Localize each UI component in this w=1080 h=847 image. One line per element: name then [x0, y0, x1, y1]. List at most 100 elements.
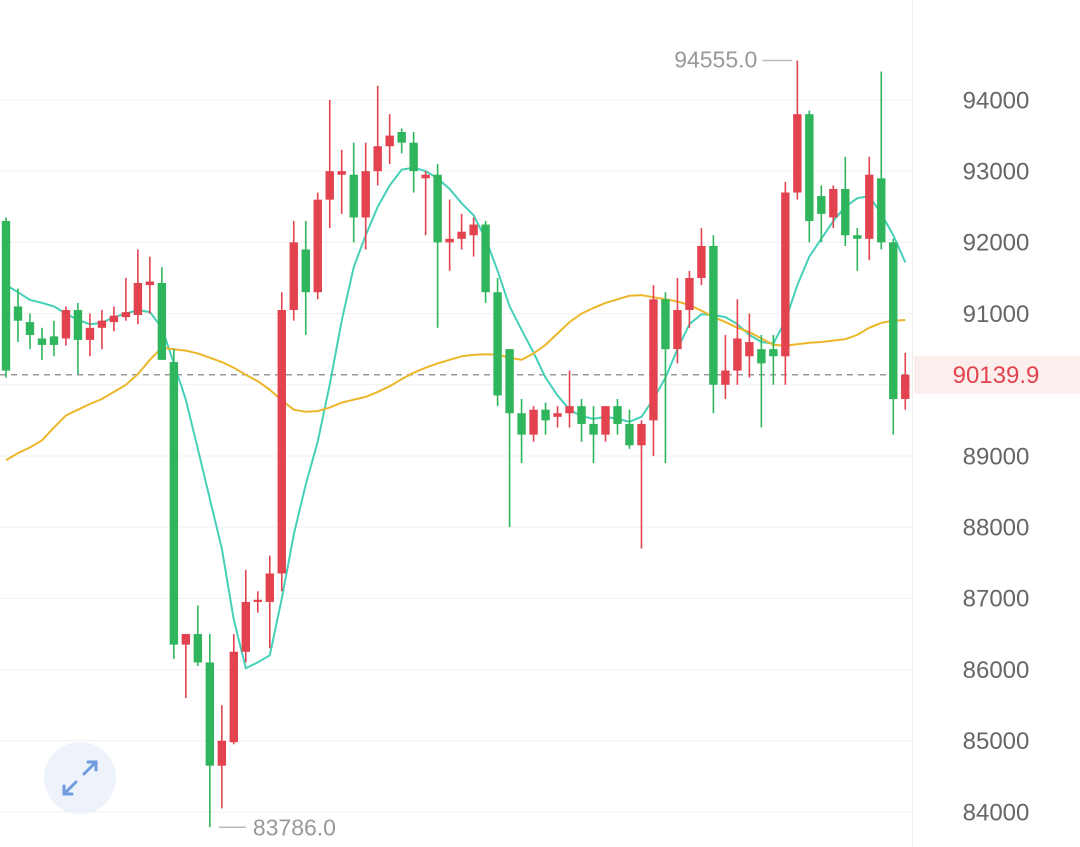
candle-body: [409, 142, 418, 172]
ma-lines: [5, 166, 907, 670]
candle-body: [697, 245, 706, 278]
candle-body: [121, 312, 131, 318]
candle-body: [601, 406, 610, 435]
candle-body: [805, 114, 814, 222]
candle-body: [193, 633, 203, 663]
candle-body: [349, 174, 358, 218]
candle-body: [421, 174, 430, 179]
candle-body: [877, 178, 886, 243]
candle-body: [541, 409, 550, 421]
candle-body: [637, 423, 646, 446]
high-marker-label: 94555.0: [674, 47, 757, 73]
low-marker-label: 83786.0: [253, 814, 336, 840]
y-tick-label: 91000: [963, 301, 1030, 328]
candle-body: [493, 292, 502, 396]
candle-body: [325, 171, 334, 200]
candle-body: [769, 349, 778, 357]
candle-body: [577, 406, 586, 424]
candle-body: [685, 277, 694, 311]
candle-body: [865, 174, 874, 239]
candle-body: [109, 315, 119, 323]
candle-body: [505, 349, 514, 414]
candle-body: [13, 306, 23, 321]
candle-body: [229, 651, 239, 743]
candle-body: [25, 322, 35, 335]
candle-body: [289, 242, 298, 311]
y-tick-label: 93000: [963, 159, 1030, 186]
candle-body: [133, 282, 143, 315]
y-tick-label: 86000: [963, 657, 1030, 684]
candle-body: [37, 338, 47, 345]
candle-body: [889, 242, 898, 400]
candle-body: [445, 238, 454, 243]
candle-body: [373, 146, 382, 172]
expand-icon: [62, 760, 98, 796]
candle-body: [457, 231, 466, 239]
ma-line: [5, 166, 907, 670]
candle-body: [733, 338, 742, 371]
candle-body: [385, 135, 394, 147]
candle-body: [649, 299, 658, 421]
candle-body: [817, 196, 826, 214]
y-tick-label: 94000: [963, 87, 1030, 114]
candle-body: [205, 662, 215, 766]
candle-body: [709, 245, 718, 385]
y-tick-label: 84000: [963, 799, 1030, 826]
candle-body: [481, 224, 490, 293]
candle-body: [1, 221, 11, 371]
y-tick-label: 92000: [963, 230, 1030, 257]
candle-body: [277, 310, 286, 574]
candle-body: [73, 310, 83, 340]
candle-body: [673, 310, 682, 350]
candle-body: [613, 406, 622, 424]
candle-body: [793, 114, 802, 193]
candle-body: [565, 406, 574, 414]
labels: 8400085000860008700088000890009000091000…: [218, 47, 1080, 840]
candle-body: [361, 171, 370, 218]
candle-body: [97, 320, 107, 328]
candle-body: [745, 342, 754, 357]
candle-body: [529, 409, 538, 435]
candle-body: [241, 601, 250, 652]
candle-body: [313, 199, 322, 293]
candle-body: [721, 370, 730, 385]
candle-body: [301, 249, 310, 293]
candle-body: [61, 310, 71, 339]
candle-body: [661, 299, 670, 350]
candle-body: [397, 132, 406, 143]
last-price-label: 90139.9: [953, 362, 1040, 389]
y-tick-label: 85000: [963, 728, 1030, 755]
candle-body: [157, 282, 167, 360]
grid: [0, 99, 912, 813]
expand-button-bg[interactable]: [44, 742, 116, 814]
candle-body: [433, 174, 442, 243]
candle-body: [85, 327, 95, 340]
candle-body: [841, 188, 850, 236]
candle-body: [217, 740, 227, 766]
candle-body: [49, 336, 59, 345]
candle-body: [589, 423, 598, 435]
candle-body: [469, 224, 478, 236]
candles: [1, 60, 910, 828]
candle-body: [169, 361, 179, 645]
candle-body: [781, 192, 790, 357]
candle-body: [181, 633, 191, 645]
candle-body: [553, 413, 562, 417]
candle-body: [337, 171, 346, 175]
candle-body: [253, 599, 262, 602]
y-tick-label: 89000: [963, 443, 1030, 470]
candle-body: [265, 573, 274, 602]
y-tick-label: 87000: [963, 586, 1030, 613]
last-price-tag: [914, 355, 1080, 394]
ma-line: [5, 294, 906, 462]
expand-button[interactable]: [44, 742, 116, 814]
candle-body: [829, 188, 838, 218]
y-tick-label: 88000: [963, 515, 1030, 542]
candle-body: [517, 413, 526, 435]
candle-body: [757, 349, 766, 364]
candle-body: [625, 423, 634, 446]
candle-body: [145, 281, 155, 286]
candle-body: [901, 374, 910, 400]
